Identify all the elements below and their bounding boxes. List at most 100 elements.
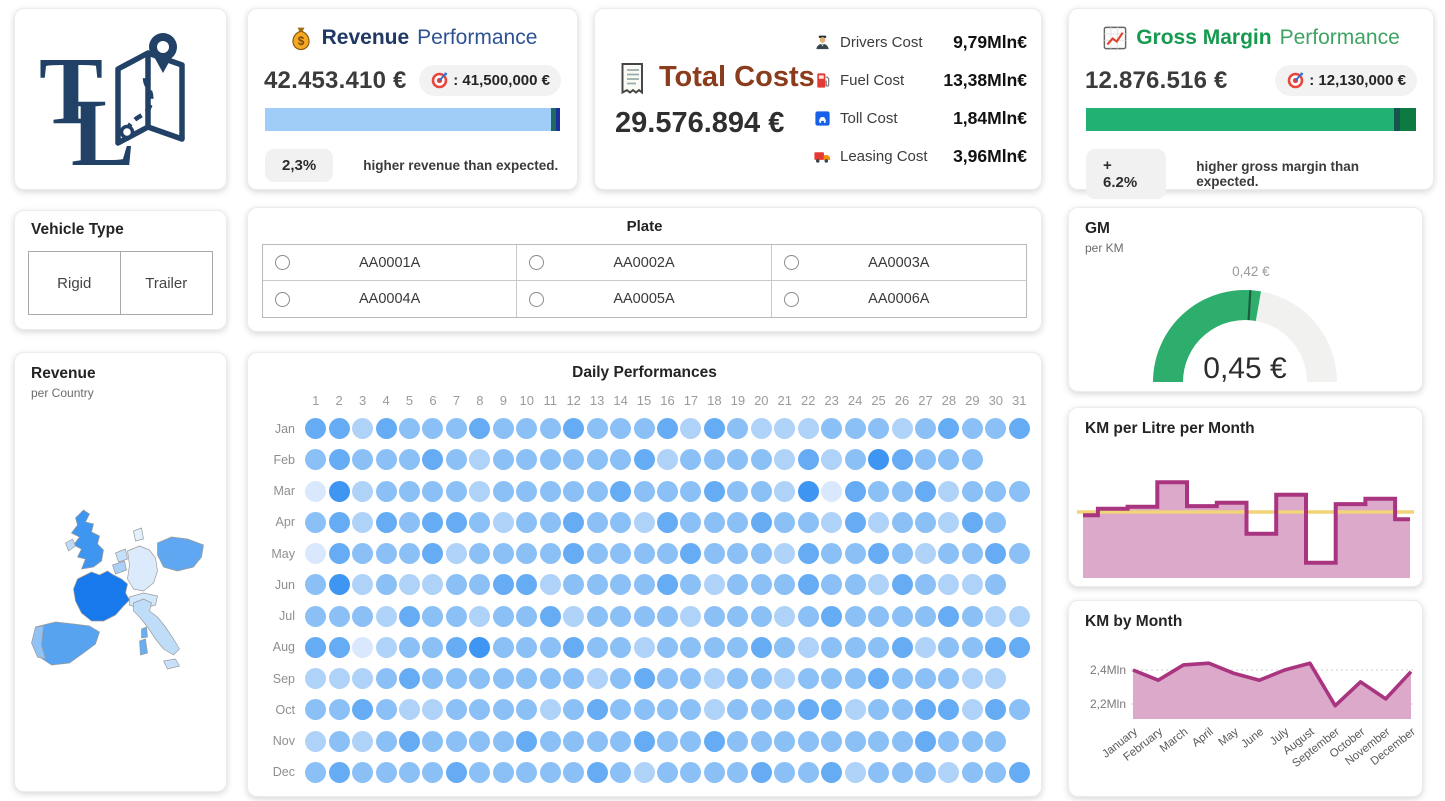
performance-dot[interactable] (868, 605, 890, 627)
performance-dot[interactable] (399, 480, 421, 502)
performance-dot[interactable] (492, 761, 514, 783)
performance-dot[interactable] (938, 543, 960, 565)
performance-dot[interactable] (375, 449, 397, 471)
performance-dot[interactable] (774, 511, 796, 533)
performance-dot[interactable] (938, 761, 960, 783)
performance-dot[interactable] (985, 636, 1007, 658)
performance-dot[interactable] (844, 511, 866, 533)
performance-dot[interactable] (961, 761, 983, 783)
performance-dot[interactable] (328, 668, 350, 690)
performance-dot[interactable] (656, 605, 678, 627)
performance-dot[interactable] (422, 480, 444, 502)
performance-dot[interactable] (563, 543, 585, 565)
performance-dot[interactable] (797, 511, 819, 533)
performance-dot[interactable] (844, 480, 866, 502)
performance-dot[interactable] (985, 480, 1007, 502)
map-italy[interactable] (133, 598, 180, 656)
performance-dot[interactable] (305, 636, 327, 658)
performance-dot[interactable] (844, 574, 866, 596)
performance-dot[interactable] (610, 418, 632, 440)
performance-dot[interactable] (844, 449, 866, 471)
performance-dot[interactable] (399, 668, 421, 690)
performance-dot[interactable] (703, 668, 725, 690)
performance-dot[interactable] (680, 418, 702, 440)
performance-dot[interactable] (656, 449, 678, 471)
performance-dot[interactable] (868, 449, 890, 471)
radio-icon[interactable] (275, 255, 290, 270)
performance-dot[interactable] (352, 480, 374, 502)
performance-dot[interactable] (399, 636, 421, 658)
performance-dot[interactable] (516, 543, 538, 565)
performance-dot[interactable] (797, 543, 819, 565)
performance-dot[interactable] (914, 636, 936, 658)
performance-dot[interactable] (914, 761, 936, 783)
performance-dot[interactable] (422, 668, 444, 690)
performance-dot[interactable] (938, 699, 960, 721)
performance-dot[interactable] (586, 761, 608, 783)
performance-dot[interactable] (516, 668, 538, 690)
performance-dot[interactable] (633, 449, 655, 471)
performance-dot[interactable] (727, 543, 749, 565)
performance-dot[interactable] (868, 668, 890, 690)
performance-dot[interactable] (492, 668, 514, 690)
performance-dot[interactable] (914, 418, 936, 440)
map-poland[interactable] (157, 536, 204, 572)
performance-dot[interactable] (961, 418, 983, 440)
performance-dot[interactable] (516, 636, 538, 658)
performance-dot[interactable] (797, 418, 819, 440)
performance-dot[interactable] (914, 699, 936, 721)
performance-dot[interactable] (375, 480, 397, 502)
performance-dot[interactable] (703, 605, 725, 627)
performance-dot[interactable] (844, 418, 866, 440)
performance-dot[interactable] (539, 605, 561, 627)
plate-option-aa0006a[interactable]: AA0006A (772, 281, 1026, 317)
performance-dot[interactable] (750, 668, 772, 690)
performance-dot[interactable] (586, 480, 608, 502)
performance-dot[interactable] (516, 761, 538, 783)
performance-dot[interactable] (680, 511, 702, 533)
performance-dot[interactable] (445, 480, 467, 502)
performance-dot[interactable] (703, 761, 725, 783)
performance-dot[interactable] (821, 699, 843, 721)
performance-dot[interactable] (750, 699, 772, 721)
performance-dot[interactable] (422, 543, 444, 565)
performance-dot[interactable] (516, 480, 538, 502)
performance-dot[interactable] (938, 574, 960, 596)
performance-dot[interactable] (914, 543, 936, 565)
performance-dot[interactable] (539, 668, 561, 690)
performance-dot[interactable] (821, 605, 843, 627)
map-corsica[interactable] (141, 626, 148, 639)
performance-dot[interactable] (821, 574, 843, 596)
performance-dot[interactable] (891, 511, 913, 533)
performance-dot[interactable] (563, 699, 585, 721)
performance-dot[interactable] (938, 480, 960, 502)
performance-dot[interactable] (352, 668, 374, 690)
performance-dot[interactable] (680, 543, 702, 565)
performance-dot[interactable] (633, 418, 655, 440)
performance-dot[interactable] (868, 699, 890, 721)
performance-dot[interactable] (352, 574, 374, 596)
map-portugal[interactable] (31, 625, 46, 660)
performance-dot[interactable] (727, 699, 749, 721)
performance-dot[interactable] (469, 699, 491, 721)
performance-dot[interactable] (586, 699, 608, 721)
map-belgium[interactable] (112, 560, 127, 575)
performance-dot[interactable] (469, 543, 491, 565)
performance-dot[interactable] (844, 699, 866, 721)
performance-dot[interactable] (563, 730, 585, 752)
performance-dot[interactable] (445, 730, 467, 752)
performance-dot[interactable] (399, 543, 421, 565)
performance-dot[interactable] (750, 574, 772, 596)
performance-dot[interactable] (821, 480, 843, 502)
performance-dot[interactable] (750, 605, 772, 627)
performance-dot[interactable] (703, 418, 725, 440)
performance-dot[interactable] (774, 574, 796, 596)
performance-dot[interactable] (891, 761, 913, 783)
performance-dot[interactable] (610, 543, 632, 565)
performance-dot[interactable] (774, 699, 796, 721)
performance-dot[interactable] (891, 668, 913, 690)
performance-dot[interactable] (563, 636, 585, 658)
performance-dot[interactable] (703, 480, 725, 502)
gm-gauge-chart[interactable]: 0,42 € 0,45 € (1130, 266, 1360, 390)
